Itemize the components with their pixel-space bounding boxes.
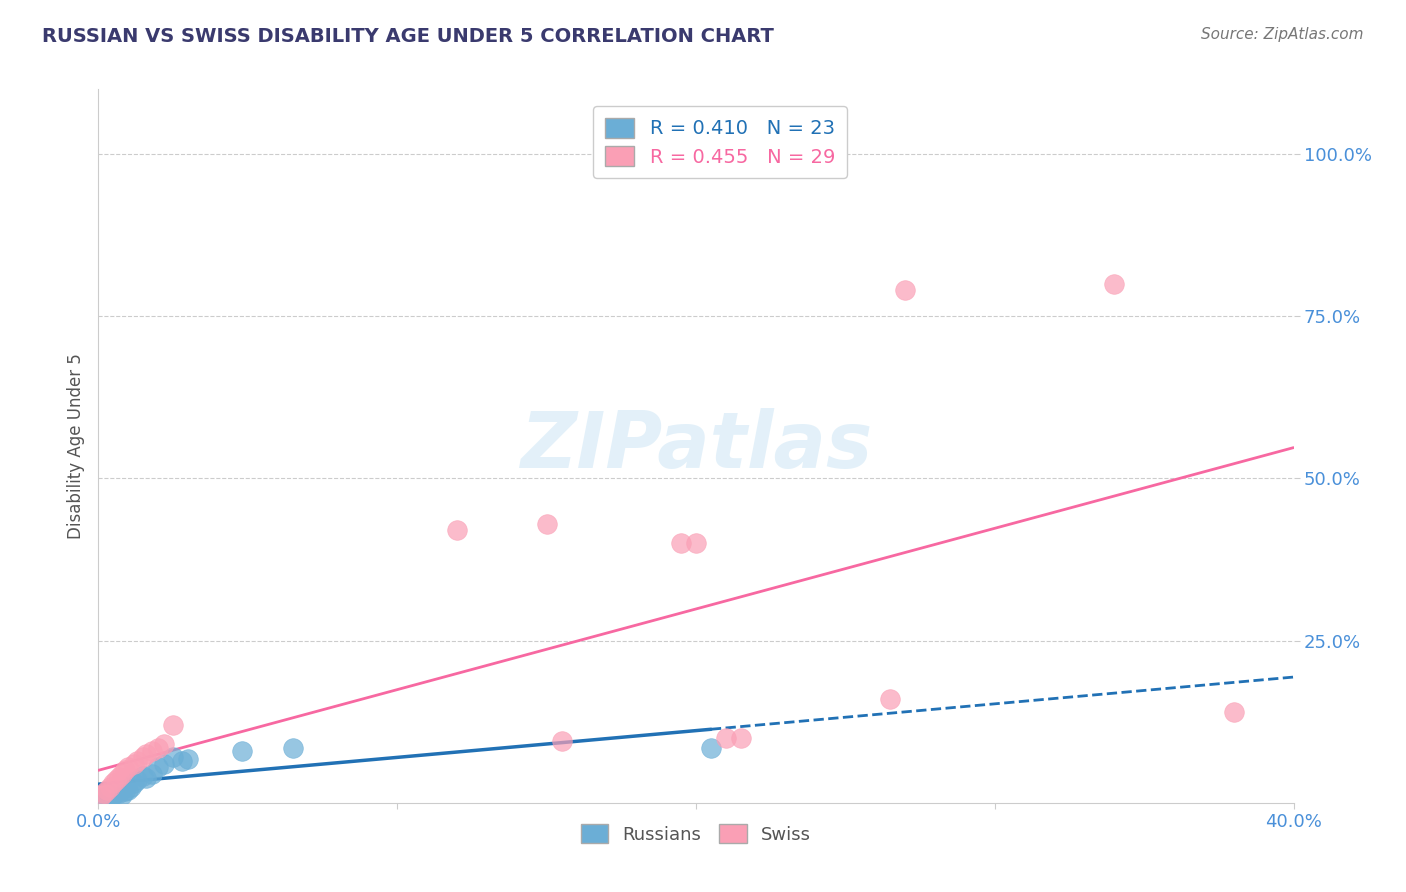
Point	[714, 731, 737, 745]
Point	[153, 738, 176, 752]
Point	[132, 750, 155, 764]
Point	[108, 770, 131, 784]
Point	[111, 766, 134, 780]
Point	[103, 776, 125, 790]
Point	[281, 740, 304, 755]
Point	[98, 790, 122, 805]
Point	[148, 740, 170, 755]
Point	[153, 756, 176, 771]
Point	[172, 754, 194, 768]
Point	[162, 750, 184, 764]
Point	[177, 752, 200, 766]
Point	[111, 788, 134, 802]
Point	[96, 782, 118, 797]
Point	[114, 784, 136, 798]
Legend: Russians, Swiss: Russians, Swiss	[574, 817, 818, 851]
Point	[127, 754, 149, 768]
Point	[730, 731, 752, 745]
Point	[141, 766, 163, 780]
Point	[141, 744, 163, 758]
Point	[231, 744, 253, 758]
Point	[700, 740, 723, 755]
Point	[536, 516, 558, 531]
Text: ZIPatlas: ZIPatlas	[520, 408, 872, 484]
Point	[135, 747, 157, 761]
Point	[90, 789, 112, 804]
Point	[93, 790, 115, 805]
Point	[117, 760, 139, 774]
Point	[135, 771, 157, 785]
Point	[132, 768, 155, 782]
Point	[446, 524, 468, 538]
Point	[120, 780, 142, 794]
Point	[117, 782, 139, 797]
Point	[93, 786, 115, 800]
Point	[127, 773, 149, 788]
Point	[685, 536, 707, 550]
Point	[1104, 277, 1126, 291]
Point	[894, 283, 917, 297]
Point	[114, 764, 136, 778]
Point	[98, 780, 122, 794]
Point	[105, 786, 128, 800]
Text: Source: ZipAtlas.com: Source: ZipAtlas.com	[1201, 27, 1364, 42]
Point	[1223, 705, 1246, 719]
Point	[669, 536, 692, 550]
Point	[162, 718, 184, 732]
Point	[108, 786, 131, 800]
Point	[124, 756, 146, 771]
Point	[148, 760, 170, 774]
Point	[96, 789, 118, 804]
Point	[879, 692, 901, 706]
Point	[124, 776, 146, 790]
Point	[550, 734, 572, 748]
Point	[103, 788, 125, 802]
Y-axis label: Disability Age Under 5: Disability Age Under 5	[66, 353, 84, 539]
Point	[105, 773, 128, 788]
Text: RUSSIAN VS SWISS DISABILITY AGE UNDER 5 CORRELATION CHART: RUSSIAN VS SWISS DISABILITY AGE UNDER 5 …	[42, 27, 775, 45]
